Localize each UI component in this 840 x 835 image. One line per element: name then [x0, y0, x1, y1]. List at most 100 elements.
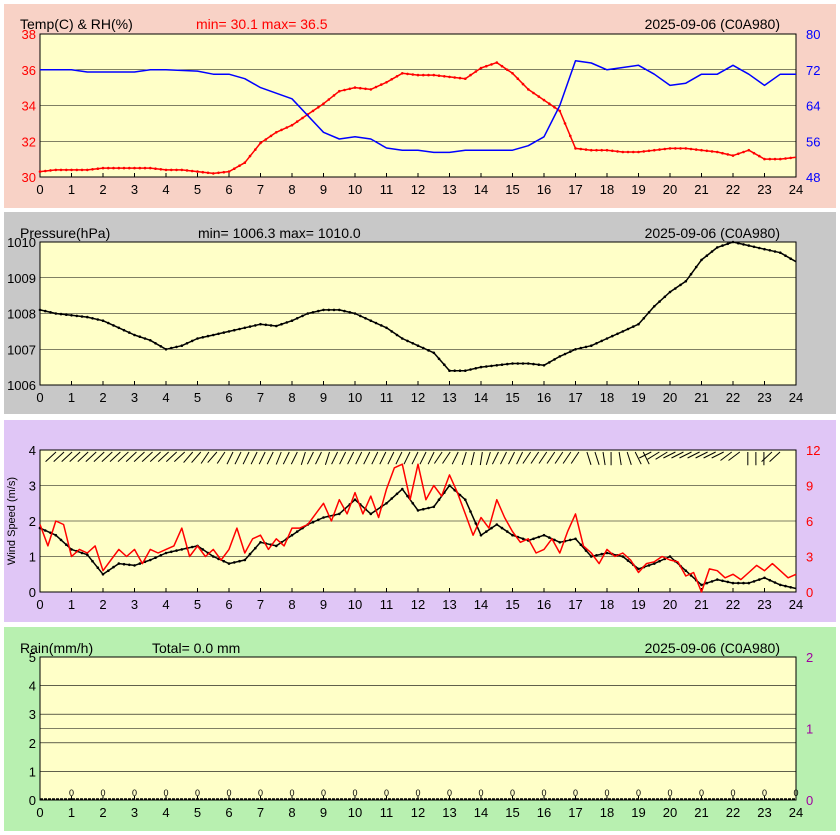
data-point [422, 73, 425, 77]
x-tick-label: 5 [194, 805, 201, 820]
data-point [185, 169, 189, 172]
y-left-tick-label: 1009 [7, 271, 36, 286]
data-point [726, 580, 730, 584]
data-point [322, 308, 325, 312]
x-tick-label: 21 [694, 182, 708, 197]
y-left-tick-label: 1008 [7, 307, 36, 322]
x-tick-label: 19 [631, 182, 645, 197]
data-point [295, 317, 299, 320]
hourly-rain-label: 0 [289, 788, 294, 798]
hourly-rain-label: 0 [667, 788, 672, 798]
x-tick-label: 24 [789, 597, 803, 612]
data-point [768, 578, 772, 582]
data-point [332, 94, 336, 97]
data-point [206, 171, 210, 175]
y-left-tick-label: 30 [22, 170, 36, 185]
data-point [317, 518, 320, 522]
data-point [401, 487, 404, 491]
data-point [773, 250, 777, 253]
data-point [427, 506, 430, 510]
data-point [500, 64, 504, 68]
x-tick-label: 13 [442, 182, 456, 197]
data-point [338, 512, 341, 516]
y-left-tick-label: 2 [29, 736, 36, 751]
wind-barb [282, 451, 290, 465]
temp-rh-panel: Temp(C) & RH(%) min= 30.1 max= 36.5 2025… [4, 4, 836, 208]
data-point [353, 86, 357, 89]
data-point [537, 95, 541, 98]
data-point [406, 339, 409, 343]
hourly-rain-label: 0 [195, 788, 200, 798]
data-point [301, 314, 304, 318]
data-point [227, 330, 231, 333]
data-point [521, 362, 525, 365]
x-tick-label: 15 [505, 597, 519, 612]
data-point [138, 166, 142, 170]
data-point [143, 337, 147, 340]
data-point [112, 166, 115, 170]
data-point [495, 364, 499, 367]
data-point [422, 346, 425, 350]
wind-barb [586, 451, 592, 465]
data-point [490, 63, 493, 66]
wind-barb [647, 451, 660, 460]
data-point [432, 73, 436, 77]
series-line [40, 60, 796, 154]
data-point [259, 541, 262, 544]
data-point [385, 502, 388, 505]
x-tick-label: 23 [757, 182, 771, 197]
wind-barb [85, 451, 97, 462]
data-point [784, 254, 787, 257]
x-tick-label: 22 [726, 182, 740, 197]
x-tick-label: 3 [131, 182, 138, 197]
data-point [694, 148, 698, 151]
x-tick-label: 19 [631, 805, 645, 820]
data-point [359, 86, 362, 90]
data-point [338, 308, 341, 312]
data-point [453, 76, 457, 79]
data-point [65, 313, 68, 317]
x-tick-label: 11 [380, 597, 394, 612]
data-point [254, 324, 257, 327]
data-point [495, 61, 499, 64]
data-point [196, 337, 199, 340]
x-tick-label: 7 [257, 182, 264, 197]
x-tick-label: 6 [225, 805, 232, 820]
series-line [39, 463, 797, 593]
temp-panel-date: 2025-09-06 (C0A980) [645, 16, 780, 32]
data-point [532, 362, 535, 366]
data-point [789, 156, 792, 160]
wind-barb [157, 451, 169, 462]
data-point [65, 543, 68, 546]
wind-barb [530, 451, 540, 464]
wind-barb [451, 451, 459, 465]
data-point [611, 149, 614, 153]
data-point [269, 134, 273, 138]
data-point [737, 241, 740, 245]
data-point [684, 569, 688, 572]
data-point [364, 87, 367, 91]
data-point [558, 355, 562, 358]
data-point [432, 351, 436, 355]
y-left-tick-label: 4 [29, 679, 36, 694]
data-point [269, 324, 273, 327]
data-point [464, 77, 467, 80]
wind-barb [508, 451, 515, 465]
data-point [416, 73, 420, 77]
data-point [637, 322, 640, 326]
data-point [401, 337, 404, 340]
data-point [96, 566, 100, 569]
data-point [395, 333, 399, 337]
y-right-tick-label: 64 [806, 99, 820, 114]
y-right-tick-label: 56 [806, 134, 820, 149]
wind-barb [720, 451, 733, 461]
data-point [584, 549, 588, 552]
x-tick-label: 13 [442, 805, 456, 820]
data-point [763, 157, 766, 161]
wind-y-axis-label: Wind Speed (m/s) [6, 477, 18, 565]
data-point [511, 533, 514, 537]
pressure-panel-title: Pressure(hPa) [20, 225, 110, 241]
hourly-rain-label: 0 [730, 788, 735, 798]
y-right-tick-label: 2 [806, 650, 813, 665]
data-point [726, 242, 730, 246]
